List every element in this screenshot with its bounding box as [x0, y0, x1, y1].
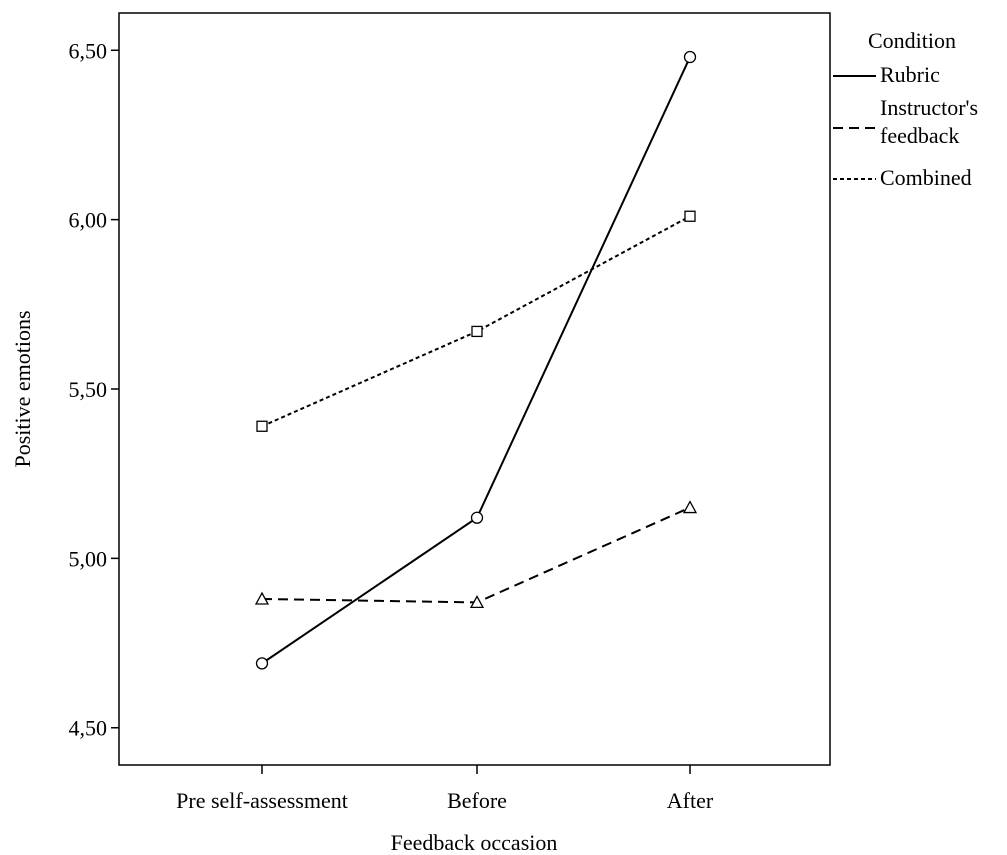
plot-frame: [118, 12, 831, 766]
data-point-circle: [255, 657, 269, 670]
y-tick-label: 5,50: [69, 377, 108, 402]
legend-title: Condition: [868, 28, 956, 53]
data-point-triangle: [682, 500, 698, 514]
series-combined: [256, 210, 696, 432]
y-axis-title: Positive emotions: [10, 310, 35, 467]
x-tick-label: After: [667, 788, 714, 813]
legend: Condition Rubric Instructor's feedback Comb…: [833, 28, 978, 190]
x-axis: Pre self-assessment Before After: [176, 765, 714, 813]
series-line: [261, 56, 691, 665]
x-tick-label: Before: [447, 788, 507, 813]
legend-label: Combined: [880, 165, 972, 190]
data-point-square: [256, 420, 268, 432]
y-axis: 4,50 5,00 5,50 6,00 6,50: [69, 38, 119, 741]
data-point-triangle: [254, 591, 270, 605]
data-point-square: [471, 325, 483, 338]
y-tick-label: 6,00: [69, 208, 108, 233]
x-axis-title: Feedback occasion: [391, 830, 558, 855]
x-tick-label: Pre self-assessment: [176, 788, 348, 813]
y-tick-label: 6,50: [69, 38, 108, 63]
data-point-triangle: [469, 595, 485, 609]
y-tick-label: 4,50: [69, 716, 108, 741]
legend-label: feedback: [880, 123, 959, 148]
data-point-circle: [470, 511, 484, 524]
series-group: [254, 50, 698, 670]
series-rubric: [255, 50, 697, 670]
y-tick-label: 5,00: [69, 546, 108, 571]
data-point-circle: [683, 50, 697, 64]
data-point-square: [684, 210, 696, 222]
legend-label: Instructor's: [880, 95, 978, 120]
series-instructor-s-feedback: [254, 500, 698, 609]
series-line: [261, 215, 691, 428]
legend-label: Rubric: [880, 62, 940, 87]
